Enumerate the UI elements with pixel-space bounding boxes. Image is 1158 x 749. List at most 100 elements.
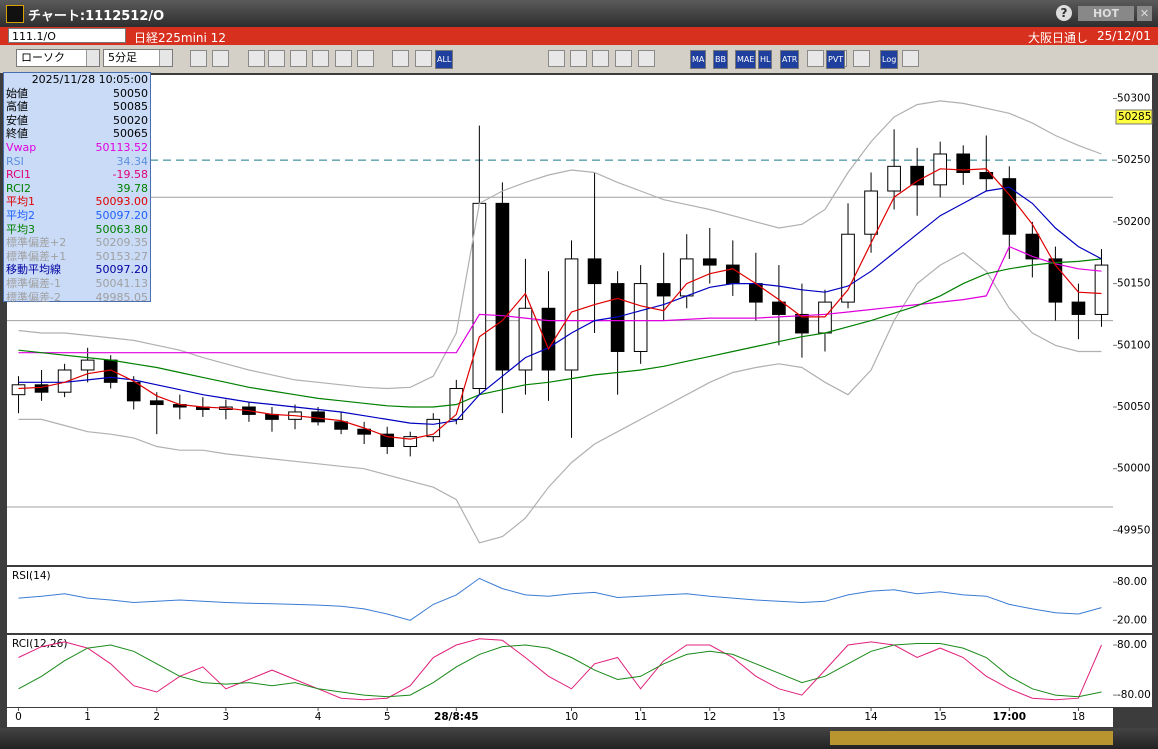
x-axis-background <box>7 708 1113 727</box>
help-button[interactable]: ? <box>1056 5 1072 21</box>
tool-button[interactable]: MA <box>690 50 707 69</box>
candle-body <box>841 233 855 303</box>
info-row: 高値 50085 <box>4 100 150 114</box>
candle-body <box>564 258 579 371</box>
candle-body <box>795 313 809 334</box>
tool-button[interactable]: ATR <box>780 50 800 69</box>
info-value: 50113.52 <box>95 140 149 154</box>
info-row: 標準偏差-2 49985.05 <box>4 291 150 305</box>
session: 大阪日通し <box>1028 31 1089 45</box>
candle-body <box>80 359 95 371</box>
symbol-select[interactable]: 111.1/O <box>8 28 126 43</box>
candle-body <box>1002 178 1017 235</box>
candle-body <box>725 264 740 285</box>
candle-body <box>956 153 971 174</box>
info-label: 平均3 <box>6 222 35 236</box>
tool-icon[interactable] <box>415 50 432 67</box>
info-row: 標準偏差+2 50209.35 <box>4 236 150 250</box>
axis-background <box>1113 635 1152 707</box>
x-tick-label: 4 <box>315 711 322 723</box>
info-value: 50093.00 <box>95 195 149 209</box>
candle-body <box>772 301 786 315</box>
y-tick-label: 50200 <box>1117 216 1150 228</box>
x-tick-label: 2 <box>153 711 160 723</box>
tool-icon[interactable] <box>312 50 329 67</box>
chart: 49950 50000 50050 50100 50150 50200 50250 50300… <box>0 73 1158 728</box>
tool-button[interactable]: PVT <box>826 50 846 69</box>
chart-style-select[interactable]: ローソク <box>16 49 100 67</box>
x-tick-label: 0 <box>15 711 22 723</box>
tool-button[interactable]: HL <box>758 50 773 69</box>
info-row: Vwap 50113.52 <box>4 141 150 155</box>
tool-button[interactable]: ALL <box>435 50 454 69</box>
info-label: Vwap <box>6 140 37 154</box>
y-tick-label: 50100 <box>1117 339 1150 351</box>
candle-body <box>1071 301 1086 315</box>
close-button[interactable]: ✕ <box>1137 6 1152 21</box>
candle-body <box>149 400 164 406</box>
info-row: 始値 50050 <box>4 87 150 101</box>
candle-body <box>1025 233 1040 260</box>
tool-icon[interactable] <box>592 50 609 67</box>
info-label: 移動平均線 <box>6 263 61 277</box>
info-value: 50063.80 <box>95 222 149 236</box>
x-tick-label: 28/8:45 <box>434 711 479 723</box>
timeframe-select[interactable]: 5分足 <box>103 49 173 67</box>
tool-icon[interactable] <box>290 50 307 67</box>
info-row: RCI2 39.78 <box>4 182 150 196</box>
info-row: RSI 34.34 <box>4 155 150 169</box>
info-panel: 2025/11/28 10:05:00 始値 50050 高値 50085 安値 5002… <box>3 72 151 305</box>
info-row: RCI1 -19.58 <box>4 168 150 182</box>
tool-icon[interactable] <box>570 50 587 67</box>
x-tick-label: 17:00 <box>993 711 1026 723</box>
x-tick-label: 14 <box>864 711 878 723</box>
tool-icon[interactable] <box>392 50 409 67</box>
tool-icon[interactable] <box>548 50 565 67</box>
series-line <box>18 638 1102 701</box>
window-title: チャート:1112512/O <box>28 9 165 24</box>
tool-icon[interactable] <box>638 50 655 67</box>
tool-icon[interactable] <box>615 50 632 67</box>
y-tick-label: -80.00 <box>1117 689 1151 701</box>
info-label: RCI2 <box>6 181 32 195</box>
y-tick-label: 50000 <box>1117 463 1150 475</box>
x-tick-label: 5 <box>384 711 391 723</box>
tool-icon[interactable] <box>902 50 919 67</box>
tool-icon[interactable] <box>807 50 824 67</box>
info-row: 終値 50065 <box>4 127 150 141</box>
series-line <box>18 258 1102 408</box>
info-value: 50041.13 <box>95 276 149 290</box>
y-tick-label: 50300 <box>1117 92 1150 104</box>
scroll-thumb[interactable] <box>830 731 1113 745</box>
pane-title: RCI(12,26) <box>12 638 67 650</box>
info-label: RCI1 <box>6 168 32 182</box>
info-value: 50153.27 <box>95 249 149 263</box>
x-tick-label: 10 <box>565 711 578 723</box>
info-label: 始値 <box>6 86 28 100</box>
info-label: 終値 <box>6 127 28 141</box>
symbol-bar: 111.1/O 日経225mini 12 大阪日通し 25/12/01 <box>0 27 1158 45</box>
info-value: 50020 <box>113 113 148 127</box>
info-value: 50050 <box>113 86 148 100</box>
candle-body <box>910 165 924 186</box>
tool-icon[interactable] <box>248 50 265 67</box>
x-tick-label: 11 <box>634 711 647 723</box>
tool-icon[interactable] <box>190 50 207 67</box>
scrollbar <box>0 728 1158 749</box>
tool-button[interactable]: MAE <box>735 50 757 69</box>
hot-button[interactable]: HOT <box>1078 6 1134 21</box>
series-line <box>18 168 1102 440</box>
y-tick-label: 20.00 <box>1117 614 1147 626</box>
candle-body <box>11 384 26 396</box>
tool-button[interactable]: BB <box>713 50 728 69</box>
info-row: 安値 50020 <box>4 114 150 128</box>
tool-button[interactable]: Log <box>880 50 899 69</box>
tool-icon[interactable] <box>212 50 229 67</box>
tool-icon[interactable] <box>853 50 870 67</box>
tool-icon[interactable] <box>335 50 352 67</box>
candle-body <box>864 190 878 235</box>
tool-icon[interactable] <box>357 50 374 67</box>
tool-icon[interactable] <box>268 50 285 67</box>
y-tick-label: 50150 <box>1117 278 1150 290</box>
